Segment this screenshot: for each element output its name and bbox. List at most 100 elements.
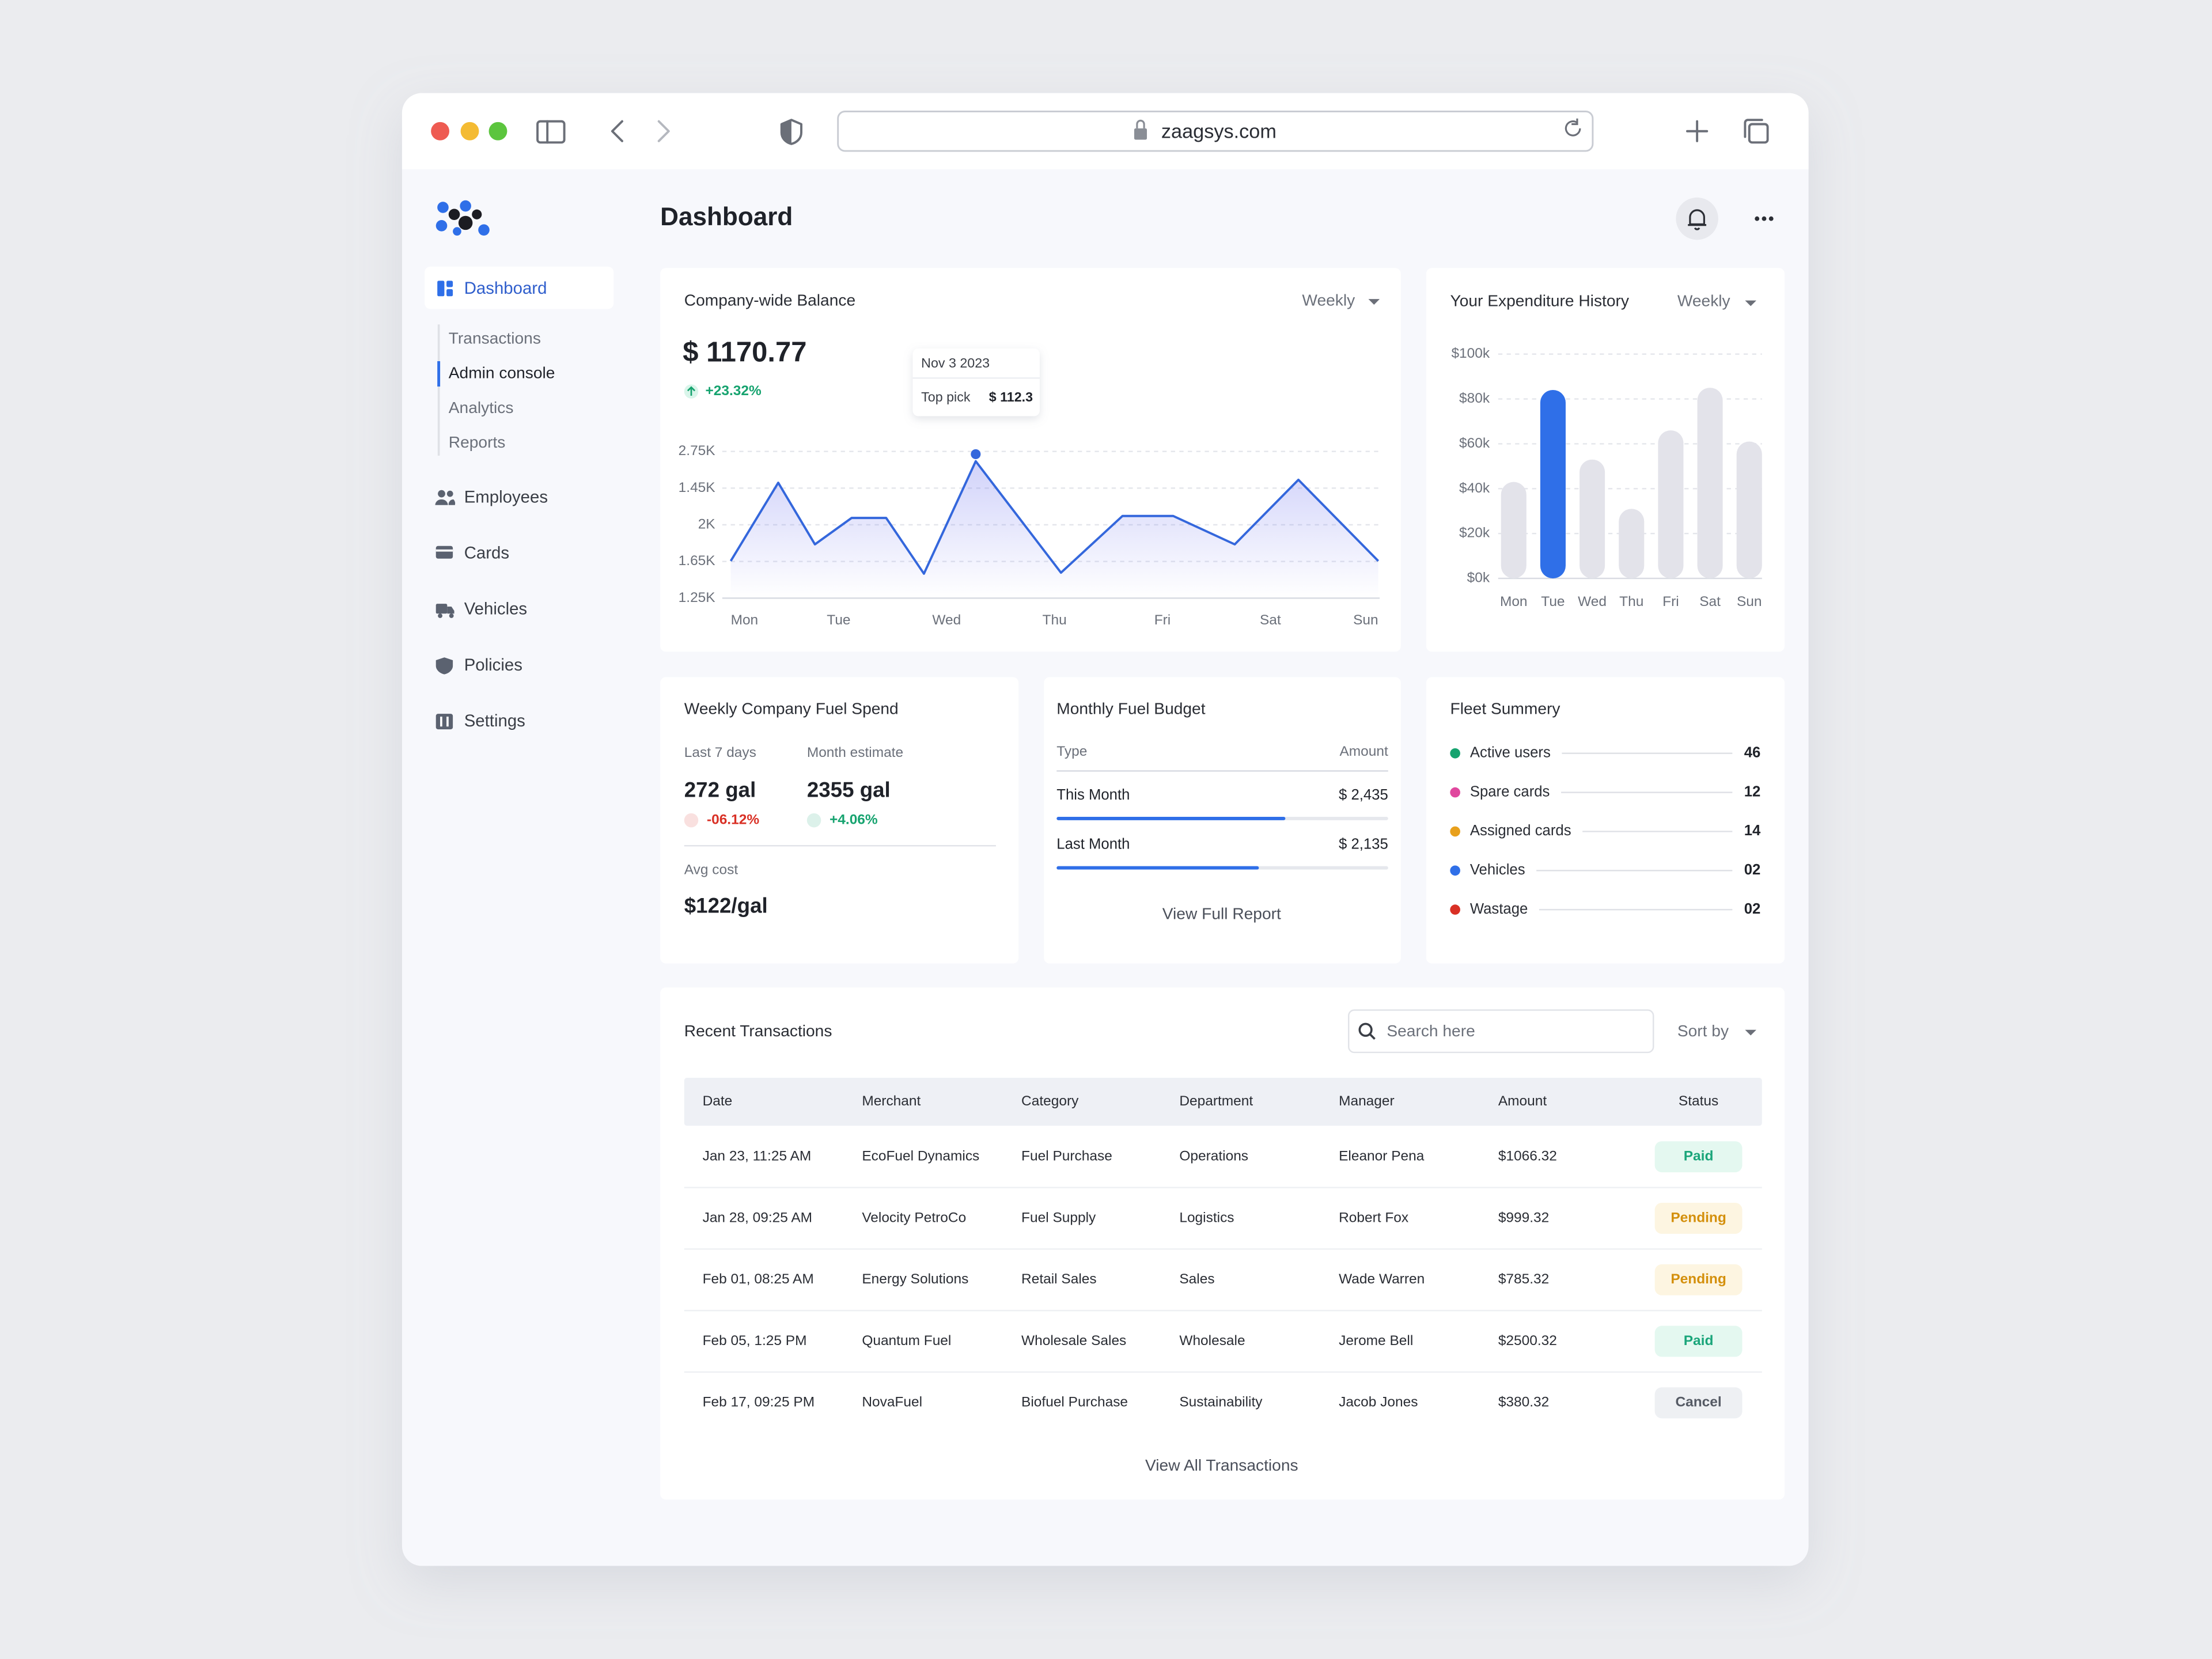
search-icon [1358,1022,1376,1040]
bar [1658,430,1684,579]
bell-icon [1688,209,1707,230]
x-tick-label: Fri [1154,612,1171,628]
column-header: Date [703,1093,733,1109]
tabs-button[interactable] [1744,119,1769,144]
progress-bar [1056,866,1259,870]
cell: Operations [1179,1149,1248,1164]
budget-type: Last Month [1056,836,1130,853]
cell: Quantum Fuel [862,1333,951,1349]
legend-dot [1450,748,1460,759]
maximize-button[interactable] [488,122,507,141]
cell: $999.32 [1498,1210,1549,1225]
view-all-link[interactable]: View All Transactions [1145,1456,1298,1474]
page-title: Dashboard [660,203,793,231]
close-button[interactable] [431,122,449,141]
cell: Wholesale Sales [1021,1333,1126,1349]
period-caret[interactable] [1745,300,1756,306]
x-tick-label: Tue [1541,594,1565,609]
budget-type: This Month [1056,787,1130,803]
cell: Retail Sales [1021,1271,1097,1287]
x-tick-label: Thu [1619,594,1643,609]
notification-button[interactable] [1676,197,1718,240]
column-header: Manager [1339,1093,1395,1109]
settings-icon [435,714,453,730]
sidebar-active-item[interactable] [425,266,614,309]
change-icon [684,813,699,828]
y-tick-label: $20k [1459,525,1490,541]
column-header: Type [1056,744,1087,759]
cell: Wade Warren [1339,1271,1425,1287]
sidebar-item[interactable]: Vehicles [464,600,527,619]
search-box[interactable] [1348,1009,1654,1054]
sort-select[interactable]: Sort by [1677,1022,1729,1040]
status-label: Paid [1684,1333,1714,1349]
period-caret[interactable] [1368,299,1380,305]
url-bar[interactable] [837,111,1594,152]
period-select[interactable]: Weekly [1302,291,1355,309]
fleet-label: Active users [1470,745,1551,761]
change-icon [806,813,821,828]
highlight-point [971,449,981,459]
cell: EcoFuel Dynamics [862,1149,979,1164]
sidebar-item[interactable]: Cards [464,543,509,562]
reload-button[interactable] [1565,118,1581,137]
x-tick-label: Sun [1353,612,1378,628]
new-tab-button[interactable] [1686,120,1709,142]
sidebar-item[interactable]: Settings [464,711,525,730]
card-title: Your Expenditure History [1450,292,1630,310]
cell: Jacob Jones [1339,1395,1418,1410]
x-tick-label: Sun [1737,594,1762,609]
legend-dot [1450,904,1460,915]
cell: $2500.32 [1498,1333,1557,1349]
cell: Fuel Supply [1021,1210,1096,1225]
sidebar-item[interactable]: Dashboard [464,279,547,298]
up-arrow [687,386,696,396]
view-report-link[interactable]: View Full Report [1162,905,1281,923]
url-text: zaagsys.com [1161,120,1277,142]
sidebar-subitem[interactable]: Analytics [449,399,514,416]
column-header: Category [1021,1093,1079,1109]
sort-caret[interactable] [1745,1029,1756,1036]
progress-bar [1056,816,1286,820]
sidebar-subitem[interactable]: Admin console [449,364,555,382]
fuel-spend-card [660,677,1019,964]
status-pill [1654,1141,1743,1173]
stat-label: Avg cost [684,862,738,877]
sidebar-item[interactable]: Policies [464,656,522,675]
fleet-label: Assigned cards [1470,823,1571,839]
y-tick-label: 1.65K [679,553,716,569]
sidebar-icons [435,490,456,730]
y-tick-label: 1.25K [679,590,716,605]
sidebar-item[interactable]: Employees [464,487,548,506]
tooltip [912,348,1040,416]
column-header: Status [1679,1093,1718,1109]
fuel-budget-card [1044,677,1401,964]
bar [1697,388,1723,579]
cell: Logistics [1179,1210,1234,1225]
back-button[interactable] [611,120,623,142]
y-tick-label: 1.45K [679,480,716,495]
cards-icon [435,546,453,559]
stat-change: -06.12% [707,812,759,828]
x-tick-label: Wed [932,612,961,628]
sidebar-toggle[interactable] [536,120,566,144]
sidebar-subitem[interactable]: Reports [449,433,506,451]
cell: Energy Solutions [862,1271,968,1287]
bar [1580,459,1605,579]
cell: Feb 05, 1:25 PM [703,1333,807,1349]
x-tick-label: Wed [1578,594,1607,609]
status-pill [1654,1264,1743,1296]
lock-icon [1134,119,1147,140]
y-tick-label: 2.75K [679,443,716,459]
minimize-button[interactable] [460,122,479,141]
cell: NovaFuel [862,1395,922,1410]
cell: Biofuel Purchase [1021,1395,1128,1410]
fleet-summary-card [1426,677,1785,964]
cell: Robert Fox [1339,1210,1408,1225]
y-tick-label: $40k [1459,480,1490,496]
sidebar-subitem[interactable]: Transactions [449,329,541,347]
more-button[interactable] [1755,216,1774,221]
forward-button[interactable] [657,120,670,142]
period-select[interactable]: Weekly [1677,292,1731,310]
